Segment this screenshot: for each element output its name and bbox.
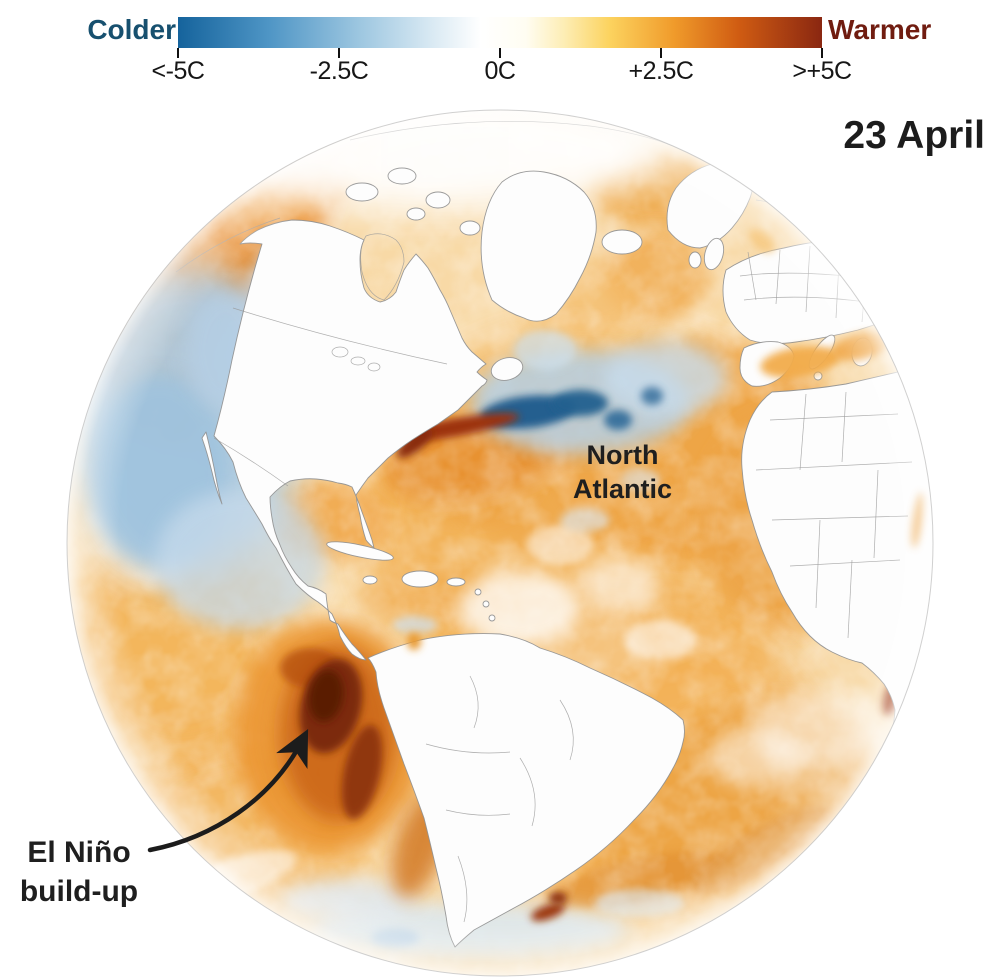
legend-tick-mark [338,48,340,58]
north-atlantic-label-line2: Atlantic [572,474,672,504]
legend-tick-label: 0C [484,57,516,85]
globe-rim [66,109,934,977]
legend-tick-mark [499,48,501,58]
legend-tick-mark [660,48,662,58]
legend-gradient-bar [178,17,822,48]
limb-fade [67,110,933,976]
legend-warmer-label: Warmer [828,14,932,45]
legend-tick-mark [821,48,823,58]
north-atlantic-label-line1: North [586,440,659,470]
legend-tick-label: +2.5C [628,57,694,85]
legend-tick-label: >+5C [792,57,852,85]
legend-tick-mark [177,48,179,58]
black-sea [878,296,910,316]
date-label: 23 April [843,114,985,157]
legend-tick-label: <-5C [151,57,205,85]
legend-tick-label: -2.5C [309,57,369,85]
el-nino-label-line2: build-up [19,875,139,908]
el-nino-label-line1: El Niño [27,836,131,869]
legend-colder-label: Colder [87,14,176,45]
legend-tick-row: <-5C -2.5C 0C +2.5C >+5C [152,48,852,88]
north-atlantic-label: North Atlantic [530,438,715,506]
el-nino-label: El Niño build-up [8,833,150,911]
el-nino-arrow [147,728,309,853]
